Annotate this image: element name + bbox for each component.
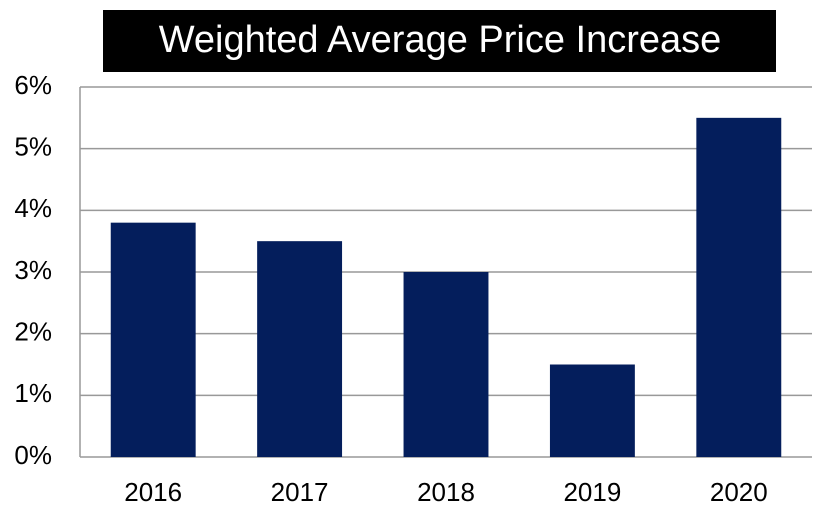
bar <box>403 272 489 457</box>
y-tick-label: 0% <box>14 440 52 470</box>
y-tick-label: 1% <box>14 378 52 408</box>
x-tick-label: 2016 <box>124 477 182 507</box>
chart-title: Weighted Average Price Increase <box>159 19 722 61</box>
bar <box>549 364 635 457</box>
y-tick-label: 2% <box>14 317 52 347</box>
y-tick-label: 4% <box>14 193 52 223</box>
x-tick-label: 2017 <box>271 477 329 507</box>
bar <box>257 241 343 457</box>
bar <box>110 222 196 457</box>
y-tick-label: 5% <box>14 132 52 162</box>
x-tick-label: 2020 <box>710 477 768 507</box>
bar <box>696 117 782 457</box>
title-box <box>103 10 776 72</box>
y-tick-label: 3% <box>14 255 52 285</box>
x-tick-label: 2018 <box>417 477 475 507</box>
y-tick-label: 6% <box>14 70 52 100</box>
x-tick-label: 2019 <box>563 477 621 507</box>
